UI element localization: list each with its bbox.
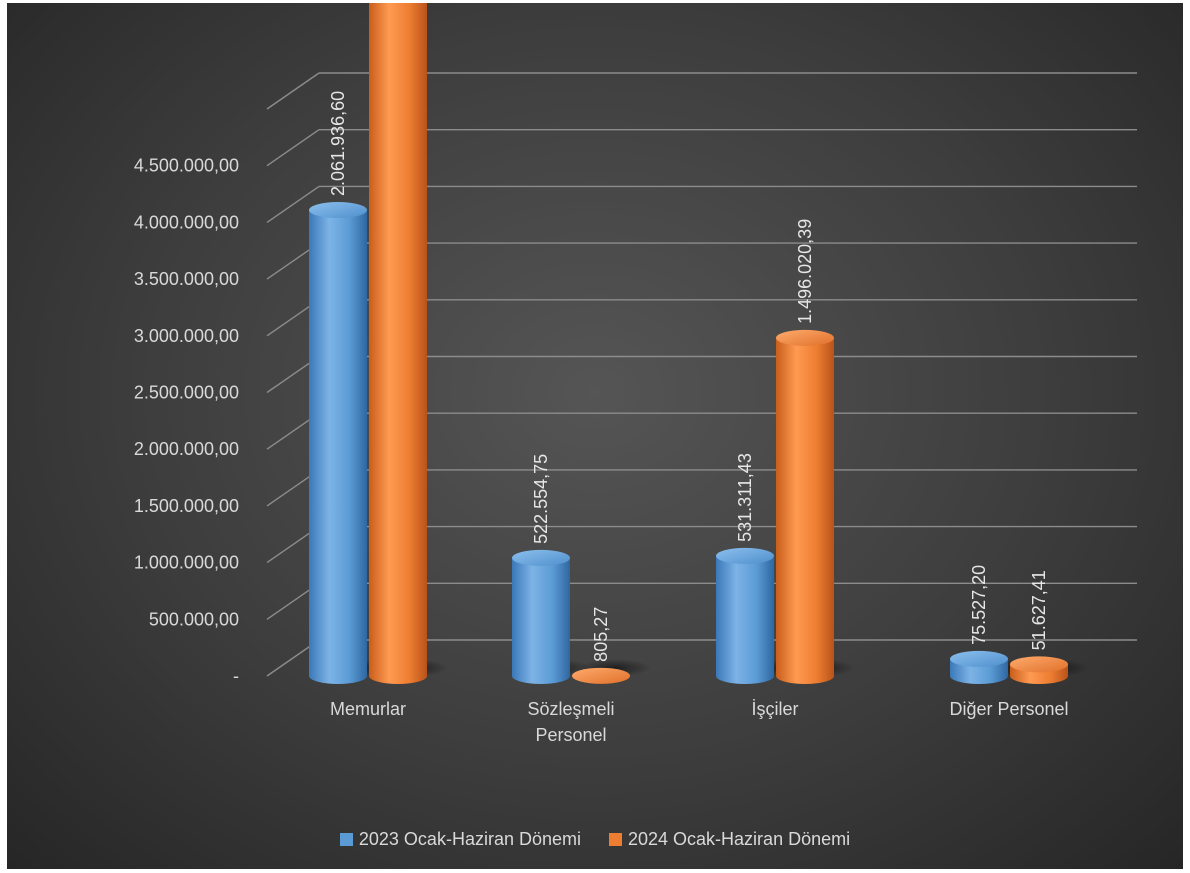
bar-top: [1010, 656, 1068, 673]
y-tick-label: 3.000.000,00: [134, 326, 239, 346]
legend: 2023 Ocak-Haziran Dönemi 2024 Ocak-Hazir…: [7, 825, 1183, 853]
chart-area: - 500.000,00 1.000.000,00 1.500.000,00 2.000…: [7, 3, 1183, 869]
bar-top: [716, 547, 774, 564]
bar-body: [716, 555, 774, 684]
y-tick-label: -: [233, 666, 239, 686]
x-category-label: Sözleşmeli Personel: [527, 699, 614, 745]
legend-item-2024: 2024 Ocak-Haziran Dönemi: [609, 829, 850, 850]
gridline-depth: [266, 185, 320, 223]
data-label: 531.311,43: [735, 453, 755, 542]
bar-2023-1: [512, 549, 570, 684]
bar-top: [776, 329, 834, 346]
bar-2024-2: [776, 329, 834, 684]
x-category-label: İşçiler: [751, 699, 798, 719]
bar-2024-3: [1010, 656, 1068, 684]
y-tick-label: 3.500.000,00: [134, 269, 239, 289]
y-tick-label: 500.000,00: [149, 609, 239, 629]
y-tick-label: 1.500.000,00: [134, 496, 239, 516]
legend-item-2023: 2023 Ocak-Haziran Dönemi: [339, 828, 581, 850]
y-tick-label: 2.500.000,00: [134, 383, 239, 403]
bar-body: [512, 557, 570, 684]
x-category-label: Memurlar: [330, 699, 406, 719]
bar-body: [776, 337, 834, 684]
bar-top: [309, 202, 367, 219]
bar-chart: - 500.000,00 1.000.000,00 1.500.000,00 2.000…: [134, 3, 1137, 745]
bar-2024-1: [572, 667, 630, 684]
data-label: 522.554,75: [531, 454, 551, 544]
y-tick-label: 4.000.000,00: [134, 212, 239, 232]
x-category-label: Diğer Personel: [949, 699, 1068, 719]
bar-2024-0: [369, 3, 427, 684]
data-label: 2.061.936,60: [328, 91, 348, 196]
bar-2023-2: [716, 547, 774, 684]
legend-swatch-2023: [339, 832, 353, 846]
bar-top: [950, 650, 1008, 667]
data-label: 75.527,20: [969, 565, 989, 645]
gridline-depth: [266, 129, 320, 167]
data-label: 51.627,41: [1029, 570, 1049, 650]
y-tick-label: 4.500.000,00: [134, 156, 239, 176]
bar-top: [572, 667, 630, 684]
bar-2023-0: [309, 202, 367, 685]
bar-body: [369, 3, 427, 684]
bar-body: [309, 210, 367, 685]
data-label: 805,27: [591, 607, 611, 662]
bar-2023-3: [950, 650, 1008, 684]
y-tick-label: 1.000.000,00: [134, 553, 239, 573]
legend-label-2024: 2024 Ocak-Haziran Dönemi: [628, 828, 851, 849]
gridline-depth: [266, 72, 320, 110]
legend-label-2023: 2023 Ocak-Haziran Dönemi: [358, 828, 581, 849]
bar-top: [512, 549, 570, 566]
data-label: 1.496.020,39: [795, 219, 815, 324]
y-tick-label: 2.000.000,00: [134, 439, 239, 459]
legend-swatch-2024: [609, 832, 622, 846]
